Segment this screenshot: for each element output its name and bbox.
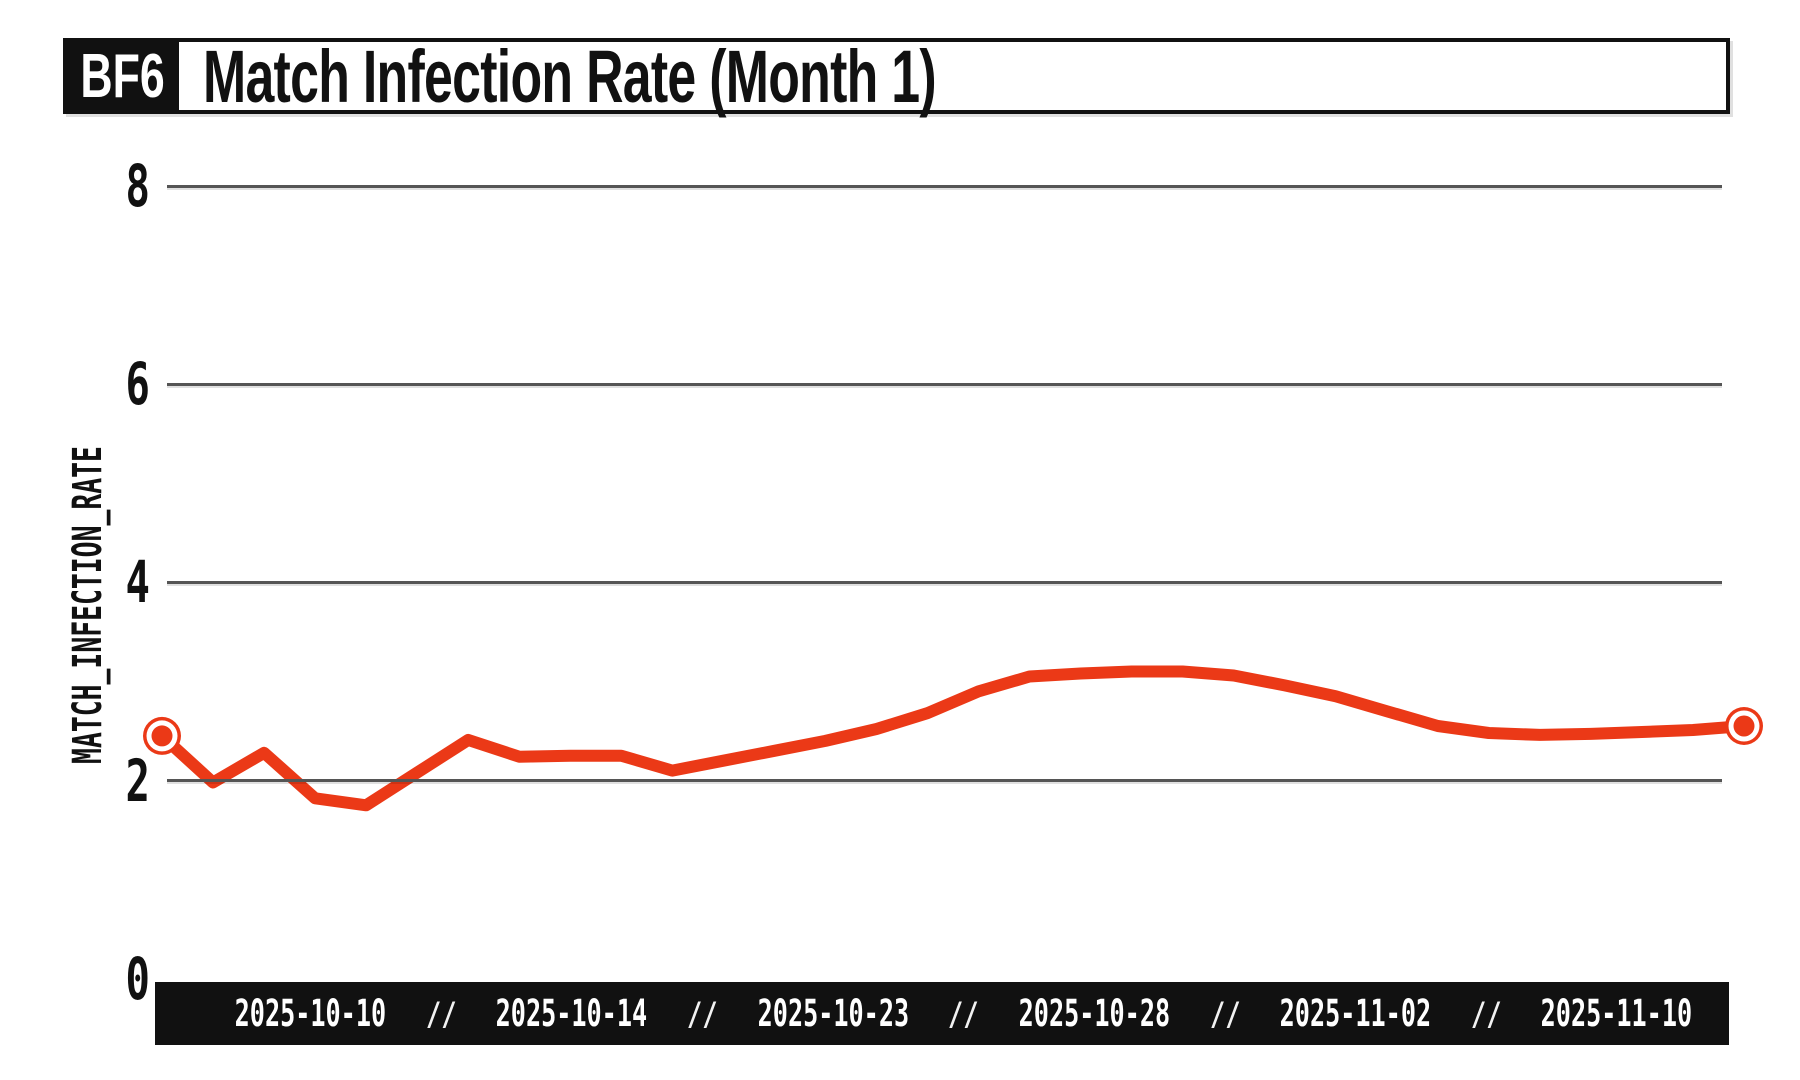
game-badge-label: BF6 xyxy=(80,41,166,111)
y-axis-label: MATCH_INFECTION_RATE xyxy=(65,446,111,764)
x-axis-bar: 2025-10-10 // 2025-10-14 // 2025-10-23 // 2025… xyxy=(155,982,1729,1045)
y-tick-label-4: 4 xyxy=(125,548,150,617)
x-tick-separator: // xyxy=(425,994,457,1033)
x-tick-label-2025-10-10: 2025-10-10 xyxy=(234,992,387,1035)
first-point-marker-gap xyxy=(146,720,178,752)
gridline-y-8 xyxy=(167,184,1722,188)
x-tick-separator: // xyxy=(1209,994,1241,1033)
last-point-marker-ring xyxy=(1725,707,1763,745)
y-tick-label-6: 6 xyxy=(125,350,150,419)
x-tick-label-2025-10-23: 2025-10-23 xyxy=(757,992,909,1035)
last-point-marker xyxy=(1733,715,1755,737)
gridline-y-4 xyxy=(167,580,1722,584)
x-tick-label-2025-10-28: 2025-10-28 xyxy=(1018,992,1171,1035)
x-tick-label-2025-10-14: 2025-10-14 xyxy=(495,992,648,1035)
x-tick-label-2025-11-02: 2025-11-02 xyxy=(1279,992,1432,1035)
y-tick-label-2: 2 xyxy=(125,746,150,815)
first-point-marker xyxy=(151,725,173,747)
y-tick-label-8: 8 xyxy=(125,152,150,221)
x-tick-separator: // xyxy=(948,994,980,1033)
last-point-marker-gap xyxy=(1728,710,1760,742)
x-tick-separator: // xyxy=(686,994,718,1033)
page-title: Match Infection Rate (Month 1) xyxy=(203,34,937,118)
title-bar: BF6 Match Infection Rate (Month 1) xyxy=(63,34,1730,118)
y-tick-label-0: 0 xyxy=(125,944,150,1013)
gridline-y-2 xyxy=(167,779,1722,782)
game-badge: BF6 xyxy=(67,41,179,111)
infection-rate-line xyxy=(156,665,1750,812)
x-tick-label-2025-11-10: 2025-11-10 xyxy=(1541,992,1693,1035)
gridline-y-6 xyxy=(167,382,1722,386)
x-tick-separator: // xyxy=(1470,994,1502,1033)
